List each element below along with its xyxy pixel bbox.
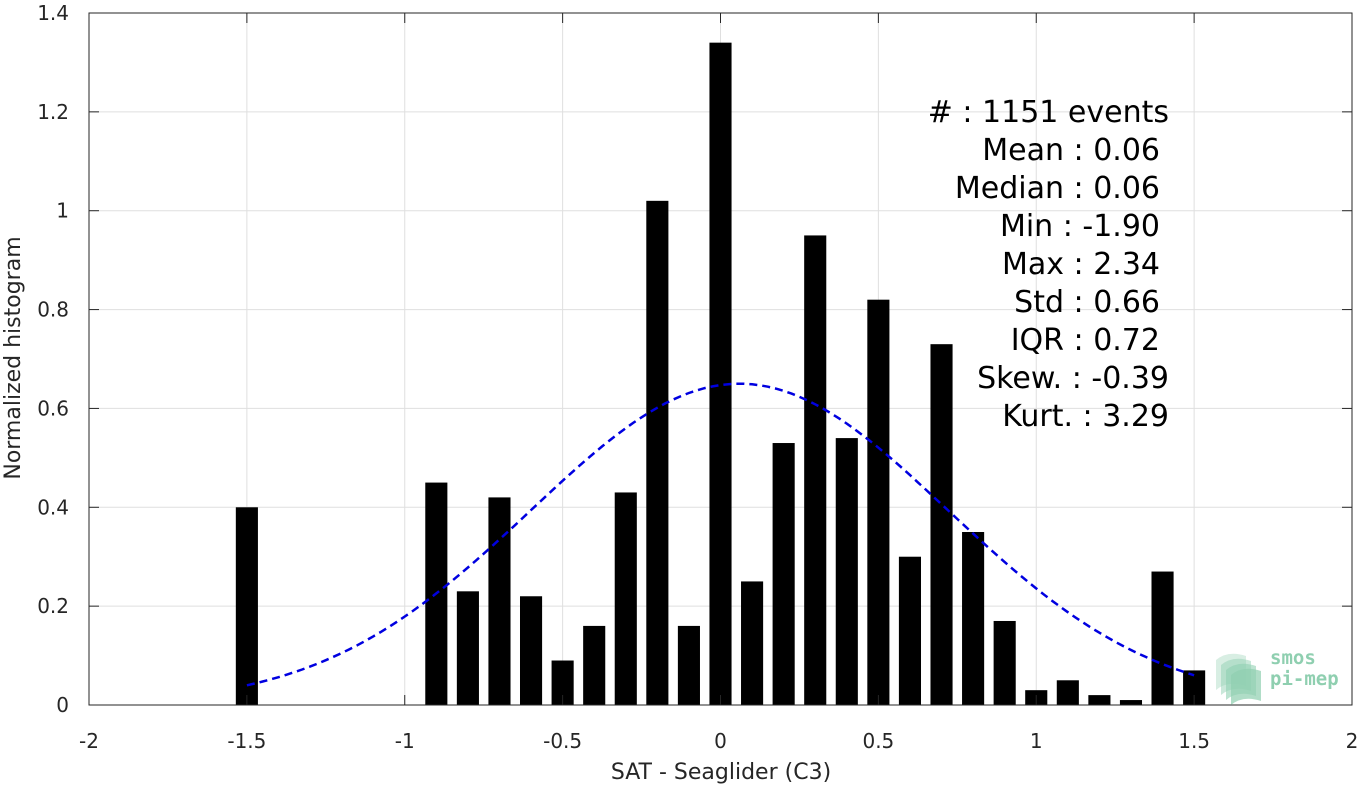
histogram-bars — [235, 42, 1206, 706]
histogram-bar — [772, 443, 795, 705]
stat-line: Median : 0.06 — [955, 171, 1160, 206]
histogram-bar — [551, 660, 574, 705]
histogram-bar — [519, 596, 543, 705]
stat-line: Skew. : -0.39 — [977, 361, 1169, 396]
y-tick-label: 0.4 — [37, 495, 69, 519]
y-tick-label: 0 — [56, 693, 69, 717]
histogram-bar — [867, 299, 890, 705]
x-tick-label: -1.5 — [227, 729, 266, 753]
y-tick-label: 1.4 — [37, 1, 69, 25]
x-tick-label: -1 — [395, 729, 415, 753]
gaussian-fit-curve — [246, 382, 1195, 687]
histogram-bar — [614, 492, 637, 705]
histogram-bar — [962, 532, 985, 705]
x-tick-label: 0.5 — [862, 729, 894, 753]
y-tick-label: 1 — [56, 199, 69, 223]
histogram-bar — [677, 625, 700, 705]
histogram-bar — [1183, 670, 1206, 705]
stat-line: Min : -1.90 — [1000, 209, 1160, 244]
histogram-bar — [1151, 571, 1174, 705]
histogram-bar — [646, 200, 669, 706]
histogram-bar — [583, 625, 606, 705]
histogram-bar — [1056, 680, 1079, 705]
histogram-bar — [488, 497, 511, 705]
stat-line: Kurt. : 3.29 — [1002, 399, 1169, 434]
histogram-bar — [930, 344, 953, 705]
histogram-bar — [1119, 700, 1143, 705]
x-tick-label: 1.5 — [1178, 729, 1210, 753]
y-axis-label: Normalized histogram — [1, 236, 26, 479]
histogram-bar — [741, 581, 764, 705]
x-tick-label: -0.5 — [543, 729, 582, 753]
histogram-bar — [835, 438, 858, 705]
logo-wave-icon — [1231, 668, 1261, 705]
y-tick-label: 0.2 — [37, 594, 69, 618]
logo-line1: smos — [1270, 647, 1316, 669]
histogram-bar — [804, 235, 827, 705]
y-tick-label: 0.6 — [37, 396, 69, 420]
histogram-bar — [456, 591, 479, 705]
x-axis-ticks: -2 -1.5 -1 -0.5 0 0.5 1 1.5 2 — [79, 13, 1358, 753]
stat-line: IQR : 0.72 — [1011, 323, 1160, 358]
histogram-bar — [235, 507, 258, 705]
x-tick-label: 1 — [1030, 729, 1043, 753]
histogram-bar — [1088, 695, 1111, 705]
x-axis-label: SAT - Seaglider (C3) — [611, 760, 831, 785]
histogram-bar — [709, 42, 732, 705]
x-tick-label: -2 — [79, 729, 99, 753]
stat-line: Mean : 0.06 — [982, 133, 1160, 168]
y-tick-label: 1.2 — [37, 100, 69, 124]
stat-line: Max : 2.34 — [1002, 247, 1160, 282]
histogram-bar — [993, 620, 1016, 705]
x-tick-label: 0 — [714, 729, 727, 753]
histogram-bar — [898, 556, 922, 705]
y-tick-label: 0.8 — [37, 298, 69, 322]
logo-line2: pi-mep — [1270, 668, 1339, 690]
x-tick-label: 2 — [1346, 729, 1359, 753]
stat-line: # : 1151 events — [928, 95, 1169, 130]
stat-line: Std : 0.66 — [1014, 285, 1160, 320]
y-axis-ticks: 0 0.2 0.4 0.6 0.8 1 1.2 1.4 — [37, 1, 1352, 717]
